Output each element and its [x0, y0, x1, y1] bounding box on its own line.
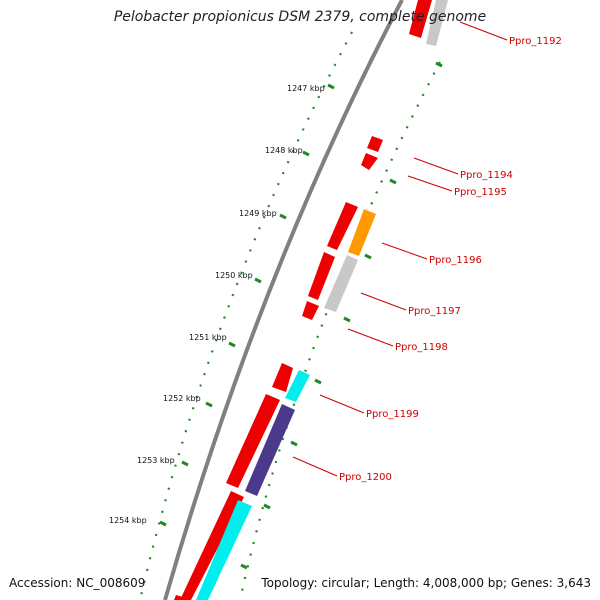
forward-strand-features: [180, 0, 432, 600]
inner-major-ticks: [240, 61, 443, 570]
gene-label-ppro-1197: Ppro_1197: [408, 306, 461, 317]
feature-1198-red: [302, 301, 319, 320]
feature-red-bottom-small: [174, 595, 186, 600]
feature-top-gray: [426, 0, 448, 46]
gene-label-ppro-1194: Ppro_1194: [460, 170, 513, 181]
inner-tick-guide: [238, 61, 441, 600]
gene-labels: Ppro_1192 Ppro_1194 Ppro_1195 Ppro_1196 …: [339, 36, 562, 483]
feature-1199-red: [272, 363, 293, 392]
scale-labels: 1247 kbp 1248 kbp 1249 kbp 1250 kbp 1251…: [109, 84, 325, 525]
feature-1194-a: [367, 136, 383, 152]
map-title: Pelobacter propionicus DSM 2379, complet…: [113, 9, 487, 25]
feature-1194-b: [361, 153, 378, 170]
gene-label-ppro-1200: Ppro_1200: [339, 472, 392, 483]
feature-cyan-bottom: [196, 500, 252, 600]
scale-label-1248: 1248 kbp: [265, 146, 303, 155]
feature-1200-red: [226, 394, 280, 488]
feature-purple-1200: [245, 404, 295, 496]
genome-backbone: [163, 0, 404, 600]
scale-label-1249: 1249 kbp: [239, 209, 277, 218]
feature-bottom-red: [180, 491, 244, 600]
label-connectors: [292, 21, 508, 477]
scale-label-1247: 1247 kbp: [287, 84, 325, 93]
gene-label-ppro-1198: Ppro_1198: [395, 342, 448, 353]
gene-label-ppro-1195: Ppro_1195: [454, 187, 507, 198]
scale-label-1252: 1252 kbp: [163, 394, 201, 403]
reverse-strand-features: [174, 0, 448, 600]
genome-summary: Topology: circular; Length: 4,008,000 bp…: [261, 576, 591, 590]
accession-label: Accession: NC_008609: [9, 576, 146, 590]
gene-label-ppro-1196: Ppro_1196: [429, 255, 482, 266]
scale-label-1253: 1253 kbp: [137, 456, 175, 465]
feature-orange: [348, 209, 376, 256]
gene-label-ppro-1199: Ppro_1199: [366, 409, 419, 420]
feature-gray-1197: [324, 255, 358, 312]
scale-label-1250: 1250 kbp: [215, 271, 253, 280]
feature-cyan-1199: [285, 370, 310, 402]
feature-1197-red: [308, 252, 335, 300]
outer-tick-guide: [138, 31, 353, 600]
feature-top-forward: [409, 0, 432, 38]
gene-label-ppro-1192: Ppro_1192: [509, 36, 562, 47]
scale-label-1254: 1254 kbp: [109, 516, 147, 525]
scale-label-1251: 1251 kbp: [189, 333, 227, 342]
feature-1196-red: [327, 202, 358, 250]
major-ticks: [159, 83, 335, 527]
